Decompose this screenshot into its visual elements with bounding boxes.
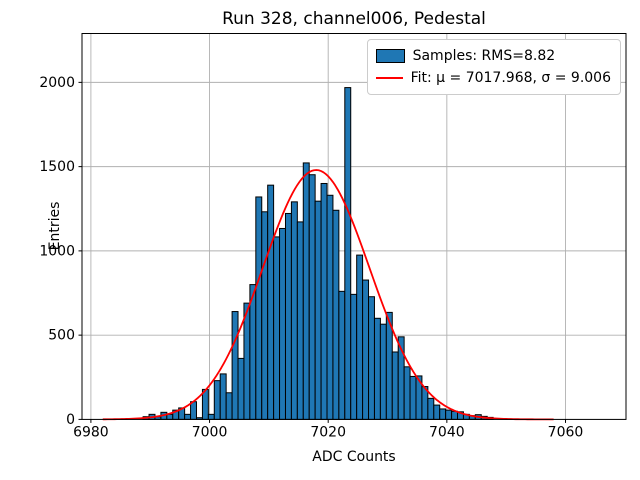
fit-line-swatch-icon xyxy=(375,77,403,79)
histogram-swatch-icon xyxy=(375,49,405,63)
svg-text:500: 500 xyxy=(48,328,75,344)
x-ticks: 6980 7000 7020 7040 7060 xyxy=(73,419,583,440)
svg-text:1000: 1000 xyxy=(39,243,75,259)
y-ticks: 0 500 1000 1500 2000 xyxy=(39,75,82,428)
y-axis-label: Entries xyxy=(47,201,63,251)
legend-item-fit: Fit: μ = 7017.968, σ = 9.006 xyxy=(375,67,611,89)
fit-curve xyxy=(102,169,554,421)
svg-text:7040: 7040 xyxy=(429,424,465,440)
svg-text:1500: 1500 xyxy=(39,159,75,175)
legend-item-samples: Samples: RMS=8.82 xyxy=(375,45,611,67)
chart-title: Run 328, channel006, Pedestal xyxy=(222,9,486,29)
legend-samples-label: Samples: RMS=8.82 xyxy=(412,48,556,64)
svg-text:7060: 7060 xyxy=(548,424,584,440)
svg-text:7020: 7020 xyxy=(310,424,346,440)
histogram-bars xyxy=(142,87,494,420)
svg-text:6980: 6980 xyxy=(73,424,109,440)
svg-text:7000: 7000 xyxy=(192,424,228,440)
axes-spines xyxy=(81,33,627,420)
legend: Samples: RMS=8.82 Fit: μ = 7017.968, σ =… xyxy=(366,39,621,95)
svg-text:0: 0 xyxy=(66,412,75,428)
legend-fit-label: Fit: μ = 7017.968, σ = 9.006 xyxy=(410,70,611,86)
svg-text:2000: 2000 xyxy=(39,75,75,91)
x-axis-label: ADC Counts xyxy=(312,449,396,465)
